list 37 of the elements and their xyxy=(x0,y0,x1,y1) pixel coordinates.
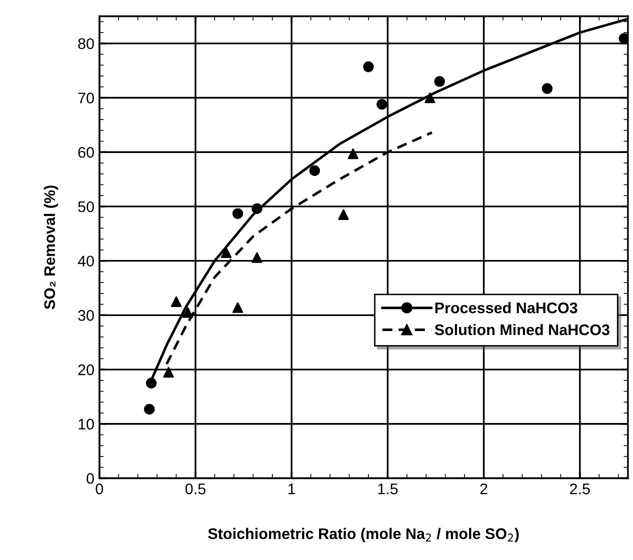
point xyxy=(146,378,157,388)
x-tick-label: 1 xyxy=(288,484,296,494)
point xyxy=(144,404,155,415)
y-tick-label: 20 xyxy=(78,364,94,376)
point xyxy=(182,307,194,318)
y-tick-label: 60 xyxy=(78,146,94,158)
point xyxy=(542,83,553,94)
y-tick-label: 30 xyxy=(78,310,94,321)
y-axis-title: SO₂ Removal (%) xyxy=(44,186,58,310)
point xyxy=(309,165,320,176)
point xyxy=(376,98,388,110)
point xyxy=(170,296,182,307)
point xyxy=(434,76,445,87)
y-tick-label: 50 xyxy=(78,201,94,212)
y-tick-label: 0 xyxy=(86,473,94,484)
point xyxy=(348,148,358,160)
point xyxy=(232,208,244,219)
point xyxy=(252,203,262,214)
legend-label: Solution Mined NaHCO3 xyxy=(434,324,610,336)
y-tick-label: 10 xyxy=(78,418,94,430)
x-axis-title: Stoichiometric Ratio (mole Na$_{2}$ / mole SO$_{2}$) xyxy=(208,528,519,542)
x-tick-label: 1.5 xyxy=(378,484,398,494)
point xyxy=(252,252,262,263)
point xyxy=(338,209,349,220)
y-tick-label: 40 xyxy=(78,256,94,267)
point xyxy=(232,302,244,313)
x-tick-label: 2.5 xyxy=(570,484,590,494)
point xyxy=(424,92,436,104)
point xyxy=(220,247,232,258)
x-tick-label: 2 xyxy=(480,484,488,494)
legend-label: Processed NaHCO3 xyxy=(435,302,578,314)
point xyxy=(363,61,374,72)
x-tick-label: 0.5 xyxy=(185,484,206,494)
x-tick-label: 0 xyxy=(96,484,104,494)
y-tick-label: 70 xyxy=(78,92,94,104)
point xyxy=(163,366,174,378)
y-tick-label: 80 xyxy=(78,38,94,50)
